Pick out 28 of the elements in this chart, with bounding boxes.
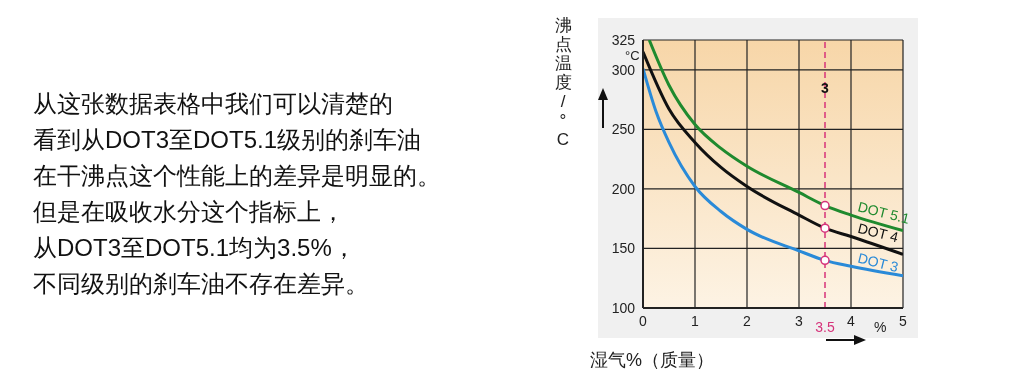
point: [820, 223, 830, 233]
text: 从这张数据表格中我们可以清楚的: [33, 89, 393, 119]
x-tick-label: 3: [795, 312, 804, 329]
x-tick-label: 1: [691, 312, 700, 329]
y-tick-label: 300: [611, 61, 636, 78]
y-tick-label: 250: [611, 121, 636, 138]
y-axis-title: 沸点温度/°C: [553, 16, 573, 149]
x-tick-label: 0: [639, 312, 648, 329]
y-tick-label: 150: [611, 240, 636, 257]
point: [820, 200, 830, 211]
x-tick-label: 4: [847, 312, 856, 329]
y-tick-label: 200: [611, 180, 636, 197]
point: [820, 255, 830, 266]
text: °C: [625, 48, 640, 63]
x-tick-label: 2: [743, 312, 752, 329]
y-tick-label: 100: [611, 299, 636, 316]
ref-line-label: 3.5: [815, 318, 835, 335]
text: %: [874, 319, 887, 335]
text: DOT 3: [856, 249, 901, 276]
text: 不同级别的刹车油不存在差异。: [33, 269, 369, 299]
text: 从DOT3至DOT5.1均为3.5%，: [33, 233, 356, 263]
text: 但是在吸收水分这个指标上，: [33, 197, 345, 227]
x-tick-label: 5: [899, 312, 908, 329]
text: 看到从DOT3至DOT5.1级别的刹车油: [33, 125, 422, 155]
y-tick-label: 325: [611, 31, 636, 48]
annotation: 3: [821, 79, 830, 96]
x-axis-title: 湿气%（质量）: [590, 349, 715, 372]
text: 在干沸点这个性能上的差异是明显的。: [33, 161, 441, 191]
